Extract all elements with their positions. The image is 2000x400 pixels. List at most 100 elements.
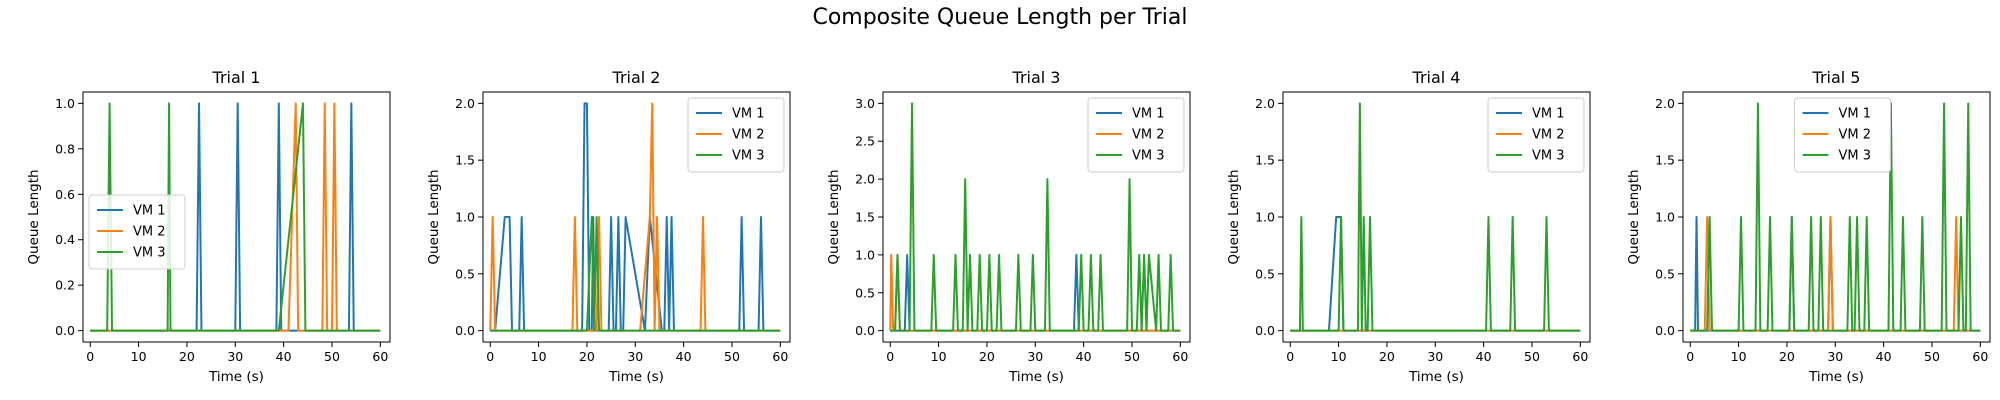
y-tick-label: 2.0 — [455, 96, 475, 111]
x-tick-label: 40 — [1876, 349, 1892, 364]
y-tick-label: 0.0 — [1655, 323, 1675, 338]
legend-box — [1487, 97, 1585, 173]
y-tick-label: 1.0 — [855, 247, 875, 262]
y-tick-label: 2.0 — [855, 172, 875, 187]
x-tick-label: 10 — [131, 349, 147, 364]
legend-label: VM 1 — [1532, 107, 1565, 122]
series-line-vm-3 — [490, 216, 781, 332]
x-axis-label: Time (s) — [1008, 369, 1064, 385]
x-tick-label: 10 — [1331, 349, 1347, 364]
legend: VM 1 VM 2 VM 3 — [687, 97, 785, 173]
x-tick-label: 60 — [772, 349, 788, 364]
y-tick-label: 1.5 — [455, 153, 475, 168]
x-tick-label: 30 — [227, 349, 243, 364]
x-tick-label: 10 — [531, 349, 547, 364]
x-tick-label: 50 — [1524, 349, 1540, 364]
x-tick-label: 20 — [179, 349, 195, 364]
legend-label: VM 3 — [732, 149, 765, 164]
y-tick-label: 2.0 — [1255, 96, 1275, 111]
x-tick-label: 0 — [886, 349, 894, 364]
legend: VM 1 VM 2 VM 3 — [1794, 97, 1891, 173]
series-line-vm-3 — [90, 102, 381, 332]
x-tick-label: 30 — [1427, 349, 1443, 364]
y-tick-label: 0.5 — [455, 266, 475, 281]
x-tick-label: 50 — [1924, 349, 1940, 364]
legend-label: VM 2 — [1532, 128, 1565, 143]
series-group — [90, 102, 381, 332]
y-axis-label: Queue Length — [1626, 169, 1642, 264]
legend-label: VM 2 — [732, 128, 765, 143]
legend-label: VM 2 — [1839, 128, 1872, 143]
subplot-title: Trial 5 — [1812, 68, 1861, 87]
subplots: Trial 1 0 10 20 30 40 50 60 0.0 0.2 0.4 0.6 0.8 1.0 Ti… — [26, 68, 1991, 385]
y-tick-label: 0.0 — [1255, 323, 1275, 338]
x-axis-label: Time (s) — [1808, 369, 1864, 385]
x-tick-label: 0 — [1686, 349, 1694, 364]
y-tick-label: 0.5 — [1255, 266, 1275, 281]
legend-box — [88, 194, 186, 270]
subplot-title: Trial 3 — [1012, 68, 1061, 87]
y-tick-label: 2.5 — [855, 134, 875, 149]
legend-label: VM 1 — [1839, 107, 1872, 122]
y-tick-label: 3.0 — [855, 96, 875, 111]
x-tick-label: 0 — [486, 349, 494, 364]
y-tick-label: 0.5 — [1655, 266, 1675, 281]
legend: VM 1 VM 2 VM 3 — [1087, 97, 1185, 173]
legend-label: VM 1 — [133, 204, 166, 219]
x-tick-label: 40 — [1076, 349, 1092, 364]
y-tick-label: 1.0 — [455, 210, 475, 225]
x-tick-label: 10 — [1731, 349, 1747, 364]
x-tick-label: 10 — [931, 349, 947, 364]
y-axis-label: Queue Length — [826, 169, 842, 264]
legend-box — [1794, 97, 1891, 173]
legend-label: VM 1 — [732, 107, 765, 122]
x-tick-label: 50 — [324, 349, 340, 364]
y-tick-label: 2.0 — [1655, 96, 1675, 111]
y-tick-label: 0.6 — [55, 187, 75, 202]
legend-label: VM 3 — [1839, 149, 1872, 164]
y-tick-label: 0.2 — [55, 278, 75, 293]
subplot-trial-3: Trial 3 0 10 20 30 40 50 60 0.0 0.5 1.0 1.5 2.0 2.5 3.… — [826, 68, 1191, 385]
y-tick-label: 0.0 — [455, 323, 475, 338]
legend: VM 1 VM 2 VM 3 — [88, 194, 186, 270]
y-axis-label: Queue Length — [26, 169, 42, 264]
x-tick-label: 20 — [979, 349, 995, 364]
series-line-vm-3 — [890, 102, 1181, 332]
legend-label: VM 2 — [133, 225, 166, 240]
y-tick-label: 0.8 — [55, 141, 75, 156]
y-tick-label: 0.4 — [55, 232, 75, 247]
y-tick-label: 0.0 — [55, 323, 75, 338]
x-tick-label: 50 — [724, 349, 740, 364]
series-group — [1290, 102, 1581, 332]
y-tick-label: 0.0 — [855, 323, 875, 338]
series-line-vm-1 — [1690, 216, 1981, 332]
x-tick-label: 30 — [1027, 349, 1043, 364]
y-tick-label: 1.0 — [55, 96, 75, 111]
axes-frame — [82, 91, 391, 343]
series-line-vm-3 — [1290, 102, 1581, 332]
legend-label: VM 3 — [1532, 149, 1565, 164]
legend-label: VM 3 — [133, 246, 166, 261]
x-tick-label: 40 — [676, 349, 692, 364]
x-tick-label: 60 — [372, 349, 388, 364]
x-axis-label: Time (s) — [208, 369, 264, 385]
x-tick-label: 20 — [579, 349, 595, 364]
subplot-trial-5: Trial 5 0 10 20 30 40 50 60 0.0 0.5 1.0 1.5 2.0 Time … — [1626, 68, 1991, 385]
legend-label: VM 1 — [1132, 107, 1165, 122]
subplot-trial-1: Trial 1 0 10 20 30 40 50 60 0.0 0.2 0.4 0.6 0.8 1.0 Ti… — [26, 68, 391, 385]
x-tick-label: 60 — [1172, 349, 1188, 364]
x-tick-label: 20 — [1779, 349, 1795, 364]
x-tick-label: 40 — [1476, 349, 1492, 364]
x-tick-label: 30 — [1827, 349, 1843, 364]
x-tick-label: 0 — [86, 349, 94, 364]
subplot-trial-4: Trial 4 0 10 20 30 40 50 60 0.0 0.5 1.0 1.5 2.0 Time … — [1226, 68, 1591, 385]
legend: VM 1 VM 2 VM 3 — [1487, 97, 1585, 173]
series-line-vm-3 — [1690, 102, 1981, 332]
y-axis-label: Queue Length — [426, 169, 442, 264]
y-tick-label: 1.5 — [1655, 153, 1675, 168]
x-tick-label: 40 — [276, 349, 292, 364]
subplot-title: Trial 2 — [612, 68, 661, 87]
figure-title: Composite Queue Length per Trial — [812, 5, 1187, 30]
y-tick-label: 0.5 — [855, 285, 875, 300]
